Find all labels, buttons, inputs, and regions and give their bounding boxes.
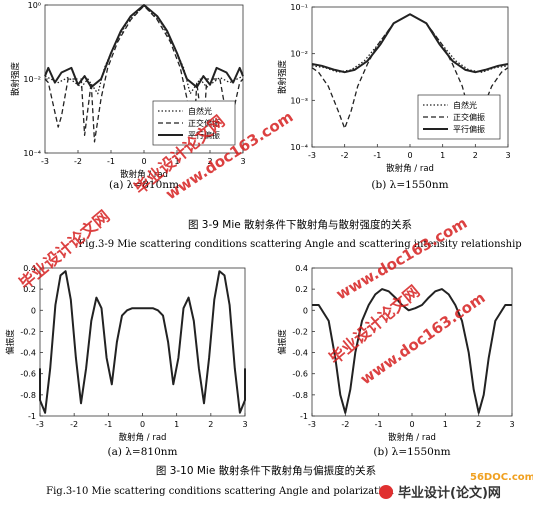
y-tick-label: 10⁻⁴ — [290, 143, 308, 152]
x-tick-label: 0 — [140, 420, 145, 429]
fig-3-9-caption-en: Fig.3-9 Mie scattering conditions scatte… — [78, 239, 521, 250]
watermark-layer: 毕业设计论文网 www.doc163.com 毕业设计论文网 www.doc16… — [15, 108, 533, 501]
y-tick-label: -1 — [300, 412, 308, 421]
x-tick-label: -1 — [104, 420, 112, 429]
legend-label: 自然光 — [188, 106, 212, 116]
x-axis-label: 散射角 / rad — [120, 169, 168, 180]
fig-3-10-caption-cn: 图 3-10 Mie 散射条件下散射角与偏振度的关系 — [156, 464, 376, 477]
y-tick-label: -0.4 — [20, 349, 36, 358]
y-tick-label: 0.2 — [23, 285, 36, 294]
y-axis-label: 散射强度 — [10, 62, 21, 97]
watermark-logo-icon — [379, 485, 393, 499]
x-tick-label: 1 — [174, 157, 179, 166]
y-tick-label: 0.4 — [23, 264, 36, 273]
fig-3-10-caption-en: Fig.3-10 Mie scattering conditions scatt… — [46, 486, 394, 497]
series-line — [44, 4, 244, 89]
x-axis-label: 散射角 / rad — [388, 432, 436, 443]
chart-intensity-1550: -3 -2 -1 0 1 2 3 10⁻¹ 10⁻² 10⁻³ 10⁻⁴ 散射角 / rad 散射强度 (… — [277, 3, 511, 191]
legend-label: 平行偏振 — [188, 130, 220, 140]
y-tick-label: -0.4 — [292, 349, 308, 358]
y-tick-label: 10⁰ — [28, 1, 41, 10]
x-tick-label: -1 — [373, 151, 381, 160]
x-axis-label: 散射角 / rad — [386, 163, 434, 174]
x-tick-label: 1 — [440, 151, 445, 160]
chart-polarization-810: -3 -2 -1 0 1 2 3 0.4 0.2 0 -0.2 -0.4 -0.6 -0.8 -1 散射角 /… — [5, 264, 248, 458]
x-tick-label: -2 — [341, 151, 349, 160]
x-tick-label: -3 — [308, 420, 316, 429]
y-tick-label: 10⁻¹ — [290, 3, 308, 12]
y-tick-label: 10⁻⁴ — [23, 149, 41, 158]
x-tick-label: -3 — [308, 151, 316, 160]
x-tick-label: -2 — [341, 420, 349, 429]
y-tick-label: 0 — [31, 306, 36, 315]
x-tick-label: 0 — [407, 151, 412, 160]
chart-subtitle: (a) λ=810nm — [107, 446, 177, 458]
y-tick-label: 10⁻² — [23, 75, 41, 84]
chart-subtitle: (a) λ=810nm — [109, 179, 179, 191]
x-tick-label: -2 — [74, 157, 82, 166]
chart-subtitle: (b) λ=1550nm — [373, 446, 450, 458]
y-axis-label: 偏振度 — [5, 329, 16, 355]
x-tick-label: 2 — [208, 420, 213, 429]
y-tick-label: 10⁻³ — [290, 96, 308, 105]
x-tick-label: -2 — [70, 420, 78, 429]
x-tick-label: 3 — [505, 151, 510, 160]
series-line — [311, 13, 509, 74]
series-line — [39, 270, 246, 414]
x-tick-label: 2 — [207, 157, 212, 166]
legend-label: 平行偏振 — [453, 124, 485, 134]
y-tick-label: 0.4 — [295, 264, 308, 273]
y-tick-label: -0.8 — [20, 391, 36, 400]
y-axis-label: 散射强度 — [277, 60, 288, 95]
x-tick-label: -3 — [36, 420, 44, 429]
x-tick-label: -3 — [41, 157, 49, 166]
watermark-footer-cn: 毕业设计(论文)网 — [398, 485, 501, 501]
x-tick-label: 2 — [473, 151, 478, 160]
chart-subtitle: (b) λ=1550nm — [371, 179, 448, 191]
plot-frame — [39, 267, 246, 417]
y-tick-label: 0.2 — [295, 285, 308, 294]
y-tick-label: -0.6 — [20, 370, 36, 379]
x-tick-label: 3 — [240, 157, 245, 166]
y-tick-label: 0 — [303, 306, 308, 315]
fig-3-9-caption-cn: 图 3-9 Mie 散射条件下散射角与散射强度的关系 — [188, 218, 412, 231]
x-tick-label: -1 — [375, 420, 383, 429]
y-tick-label: -0.8 — [292, 391, 308, 400]
x-tick-label: -1 — [107, 157, 115, 166]
y-tick-label: 10⁻² — [290, 50, 308, 59]
series-line — [44, 5, 244, 143]
x-axis-label: 散射角 / rad — [119, 432, 167, 443]
y-tick-label: -0.2 — [292, 327, 308, 336]
x-tick-label: 2 — [476, 420, 481, 429]
y-tick-label: -0.6 — [292, 370, 308, 379]
series-line — [44, 5, 244, 95]
watermark-footer-url: 56DOC.com — [470, 472, 533, 483]
legend-label: 自然光 — [453, 100, 477, 110]
chart-intensity-810: -3 -2 -1 0 1 2 3 10⁰ 10⁻² 10⁻⁴ 散射角 / rad 散射强度 (a) λ=… — [10, 1, 246, 191]
y-axis-label: 偏振度 — [277, 329, 288, 355]
legend-label: 正交偏振 — [188, 118, 220, 128]
x-tick-label: 3 — [242, 420, 247, 429]
series-line — [311, 13, 509, 73]
x-tick-label: 1 — [174, 420, 179, 429]
series-line — [312, 288, 512, 414]
legend-label: 正交偏振 — [453, 112, 485, 122]
chart-polarization-1550: -3 -2 -1 0 1 2 3 0.4 0.2 0 -0.2 -0.4 -0.6 -0.8 -1 散射角 /… — [277, 264, 515, 458]
y-tick-label: -0.2 — [20, 327, 36, 336]
x-tick-label: 3 — [509, 420, 514, 429]
x-tick-label: 0 — [141, 157, 146, 166]
x-tick-label: 0 — [409, 420, 414, 429]
y-tick-label: -1 — [28, 412, 36, 421]
x-tick-label: 1 — [443, 420, 448, 429]
